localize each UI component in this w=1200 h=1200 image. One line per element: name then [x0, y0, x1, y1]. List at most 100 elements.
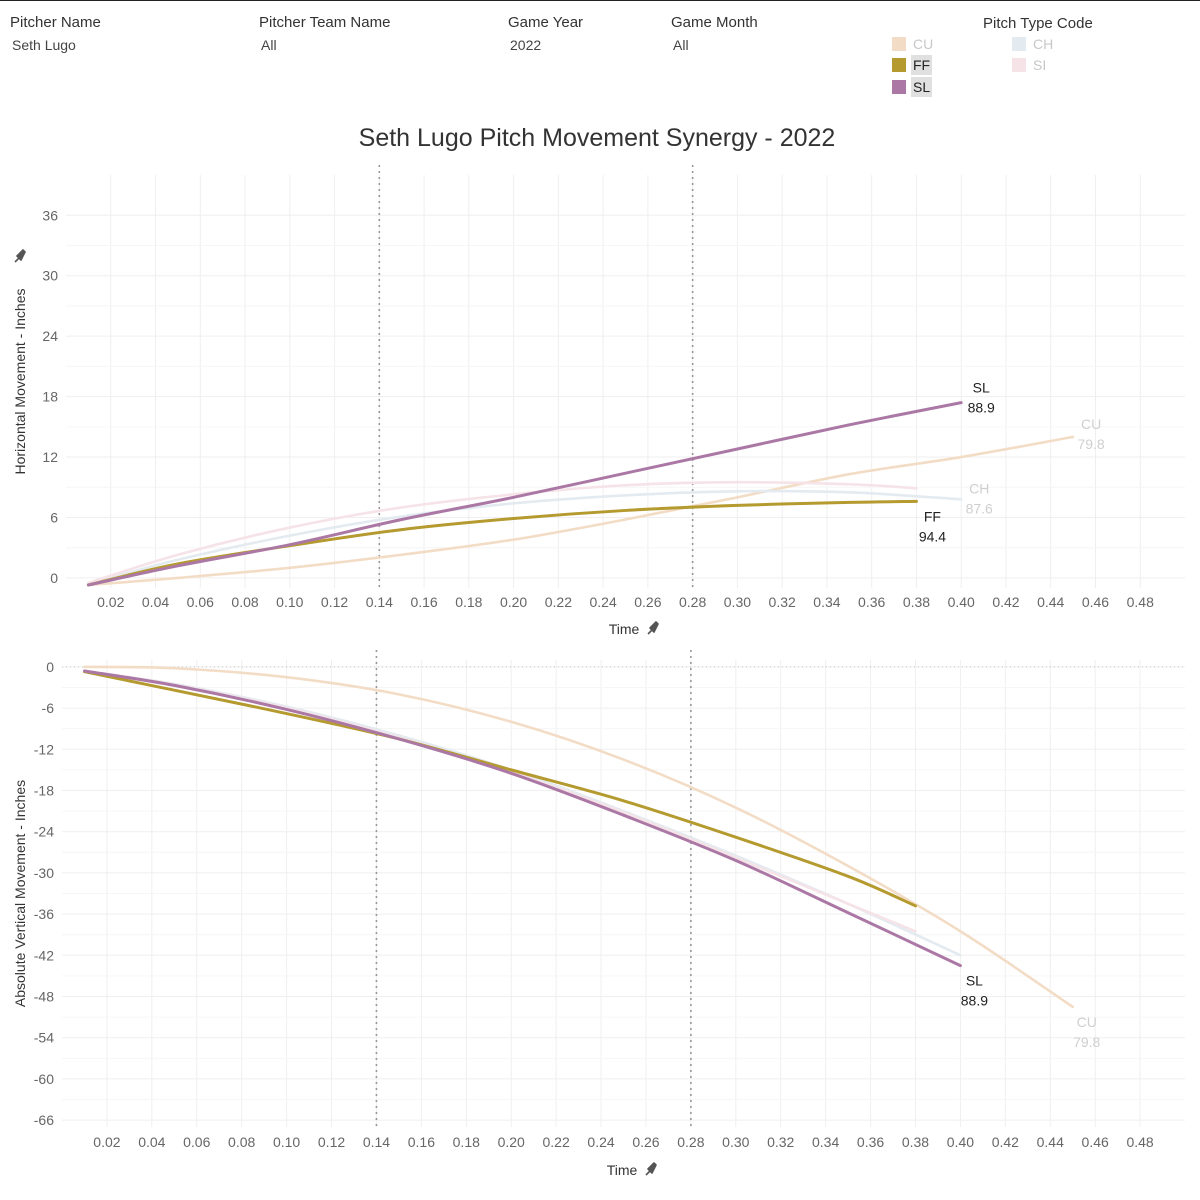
y-tick-label: -6	[42, 700, 55, 716]
y-tick-label: 18	[42, 389, 58, 405]
y-tick-label: 36	[42, 207, 58, 223]
x-tick-label: 0.34	[812, 1134, 839, 1150]
pin-icon	[645, 1162, 657, 1176]
series-line-sl	[86, 401, 963, 587]
legend-swatch	[1012, 58, 1026, 72]
x-tick-label: 0.36	[857, 1134, 884, 1150]
series-speed-ff: 94.4	[919, 528, 946, 544]
y-tick-label: -54	[34, 1030, 54, 1046]
pin-icon	[14, 249, 26, 263]
series-line-si	[83, 669, 917, 933]
x-tick-label: 0.28	[677, 1134, 704, 1150]
x-tick-label: 0.08	[231, 594, 258, 610]
legend-label: SL	[911, 77, 933, 97]
y-tick-label: -66	[34, 1112, 54, 1128]
series-label-sl: SL	[966, 973, 983, 989]
series-line-ff	[82, 670, 917, 908]
y-tick-label: -30	[34, 865, 54, 881]
legend-label: CU	[913, 36, 934, 52]
series-line-ff	[86, 499, 918, 587]
x-tick-label: 0.34	[813, 594, 840, 610]
filter-pitcher-name[interactable]: Pitcher Name Seth Lugo	[10, 14, 101, 53]
top-border	[0, 0, 1200, 1]
x-tick-label: 0.26	[632, 1134, 659, 1150]
filter-team-name[interactable]: Pitcher Team Name All	[259, 14, 390, 53]
x-tick-label: 0.10	[276, 594, 303, 610]
legend-swatch	[892, 58, 906, 72]
y-tick-label: -60	[34, 1071, 54, 1087]
filter-label: Pitcher Team Name	[259, 14, 391, 31]
x-tick-label: 0.26	[634, 594, 661, 610]
legend-title: Pitch Type Code	[983, 15, 1093, 32]
legend-label: CH	[1033, 36, 1054, 52]
filter-value[interactable]: 2022	[510, 37, 542, 53]
x-tick-label: 0.06	[183, 1134, 210, 1150]
series-line-ch	[83, 669, 962, 957]
series-speed-sl: 88.9	[961, 993, 988, 1009]
x-tick-label: 0.24	[587, 1134, 614, 1150]
x-tick-label: 0.42	[992, 1134, 1019, 1150]
filter-label: Pitcher Name	[10, 14, 101, 31]
y-tick-label: -36	[34, 906, 54, 922]
y-tick-label: 6	[50, 509, 58, 525]
x-tick-label: 0.18	[453, 1134, 480, 1150]
legend-swatch	[892, 80, 906, 94]
x-tick-label: 0.40	[948, 594, 975, 610]
x-tick-label: 0.14	[363, 1134, 390, 1150]
x-tick-label: 0.20	[500, 594, 527, 610]
x-tick-label: 0.30	[724, 594, 751, 610]
x-tick-label: 0.22	[545, 594, 572, 610]
x-tick-label: 0.32	[769, 594, 796, 610]
x-tick-label: 0.12	[318, 1134, 345, 1150]
legend-label: SI	[1033, 57, 1047, 73]
y-tick-label: 0	[46, 659, 54, 675]
legend-label: FF	[911, 55, 933, 75]
filter-value[interactable]: All	[261, 37, 277, 53]
x-tick-label: 0.48	[1126, 1134, 1153, 1150]
x-tick-label: 0.08	[228, 1134, 255, 1150]
pin-icon	[647, 621, 659, 635]
x-tick-label: 0.04	[142, 594, 169, 610]
pin-shape	[14, 249, 26, 263]
chart-title: Seth Lugo Pitch Movement Synergy - 2022	[359, 124, 836, 152]
filter-label: Game Month	[671, 14, 758, 31]
x-tick-label: 0.10	[273, 1134, 300, 1150]
filter-value[interactable]: All	[673, 37, 689, 53]
x-tick-label: 0.30	[722, 1134, 749, 1150]
y-axis-label: Absolute Vertical Movement - Inches	[12, 780, 28, 1007]
x-tick-label: 0.36	[858, 594, 885, 610]
y-tick-label: -42	[34, 947, 54, 963]
y-tick-label: 24	[42, 328, 58, 344]
filter-game-year[interactable]: Game Year 2022	[508, 14, 583, 53]
series-label-cu: CU	[1077, 1014, 1097, 1030]
x-tick-label: 0.14	[366, 594, 393, 610]
grid-lines	[66, 175, 1185, 588]
x-tick-label: 0.16	[408, 1134, 435, 1150]
series-label-cu: CU	[1081, 416, 1101, 432]
x-tick-label: 0.46	[1082, 1134, 1109, 1150]
x-tick-label: 0.24	[589, 594, 616, 610]
filter-game-month[interactable]: Game Month All	[671, 14, 758, 53]
series-line-si	[87, 480, 918, 585]
x-tick-label: 0.06	[187, 594, 214, 610]
x-tick-label: 0.04	[138, 1134, 165, 1150]
series-speed-cu: 79.8	[1077, 436, 1104, 452]
x-tick-label: 0.42	[992, 594, 1019, 610]
series-label-ff: FF	[924, 508, 941, 524]
x-tick-label: 0.02	[97, 594, 124, 610]
y-tick-label: -12	[34, 741, 54, 757]
series-line-cu	[87, 435, 1075, 587]
x-tick-label: 0.32	[767, 1134, 794, 1150]
y-tick-label: 0	[50, 570, 58, 586]
x-tick-label: 0.40	[947, 1134, 974, 1150]
x-tick-label: 0.46	[1082, 594, 1109, 610]
x-tick-label: 0.44	[1037, 1134, 1064, 1150]
x-tick-label: 0.38	[903, 594, 930, 610]
series-speed-sl: 88.9	[968, 400, 995, 416]
x-tick-label: 0.16	[410, 594, 437, 610]
x-axis-label: Time	[607, 1162, 638, 1178]
filter-value[interactable]: Seth Lugo	[12, 37, 76, 53]
x-axis-label: Time	[609, 621, 640, 637]
chart-panel-2: CU 79.8 SL 88.9 0.02 0.04 0.06 0.08 0.10 0.12 0.14…	[12, 650, 1185, 1178]
